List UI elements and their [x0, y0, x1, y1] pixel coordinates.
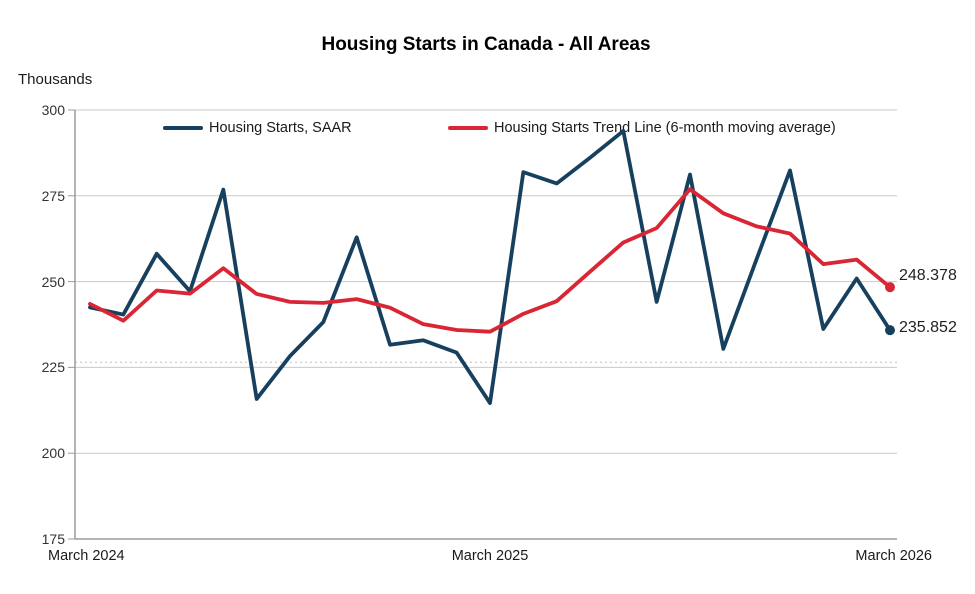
y-axis-tick-label: 275 [41, 187, 65, 204]
x-axis-tick-label: March 2025 [451, 548, 529, 564]
legend-item-trend: Housing Starts Trend Line (6-month movin… [448, 119, 836, 137]
legend-item-saar: Housing Starts, SAAR [163, 119, 352, 137]
saar-end-value-label: 235.852 [899, 319, 957, 337]
saar-series-line [88, 129, 892, 405]
y-axis-tick-label: 225 [41, 359, 65, 376]
y-axis-tick-label: 300 [41, 102, 65, 118]
legend-label-trend: Housing Starts Trend Line (6-month movin… [494, 120, 836, 136]
trend-end-value-label: 248.378 [899, 267, 957, 285]
trend-line-swatch [448, 126, 488, 130]
saar-line-swatch [163, 126, 203, 130]
x-axis-tick-label: March 2026 [855, 548, 932, 564]
y-axis-tick-label: 200 [41, 445, 65, 462]
y-axis-unit-label: Thousands [18, 71, 93, 88]
y-axis-tick-label: 175 [41, 531, 65, 547]
chart-title: Housing Starts in Canada - All Areas [321, 34, 651, 55]
legend: Housing Starts, SAAR Housing Starts Tren… [0, 119, 975, 137]
x-axis-tick-label: March 2024 [48, 548, 125, 564]
saar-end-marker [885, 325, 895, 336]
legend-label-saar: Housing Starts, SAAR [209, 120, 352, 136]
trend-end-marker [885, 282, 895, 293]
y-axis-tick-label: 250 [41, 273, 65, 290]
trend-series-line [88, 187, 892, 334]
